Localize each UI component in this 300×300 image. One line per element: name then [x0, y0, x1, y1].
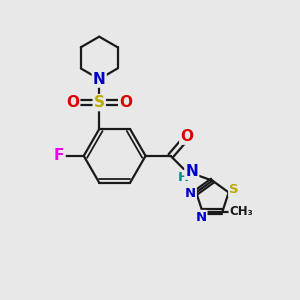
Text: S: S — [94, 95, 105, 110]
Text: H: H — [178, 171, 189, 184]
Text: F: F — [54, 148, 64, 164]
Text: O: O — [119, 95, 132, 110]
Text: N: N — [185, 164, 198, 179]
Text: N: N — [185, 188, 196, 200]
Text: N: N — [93, 72, 106, 87]
Text: CH₃: CH₃ — [229, 205, 253, 218]
Text: S: S — [229, 183, 239, 196]
Text: N: N — [195, 211, 206, 224]
Text: O: O — [66, 95, 79, 110]
Text: O: O — [180, 129, 193, 144]
